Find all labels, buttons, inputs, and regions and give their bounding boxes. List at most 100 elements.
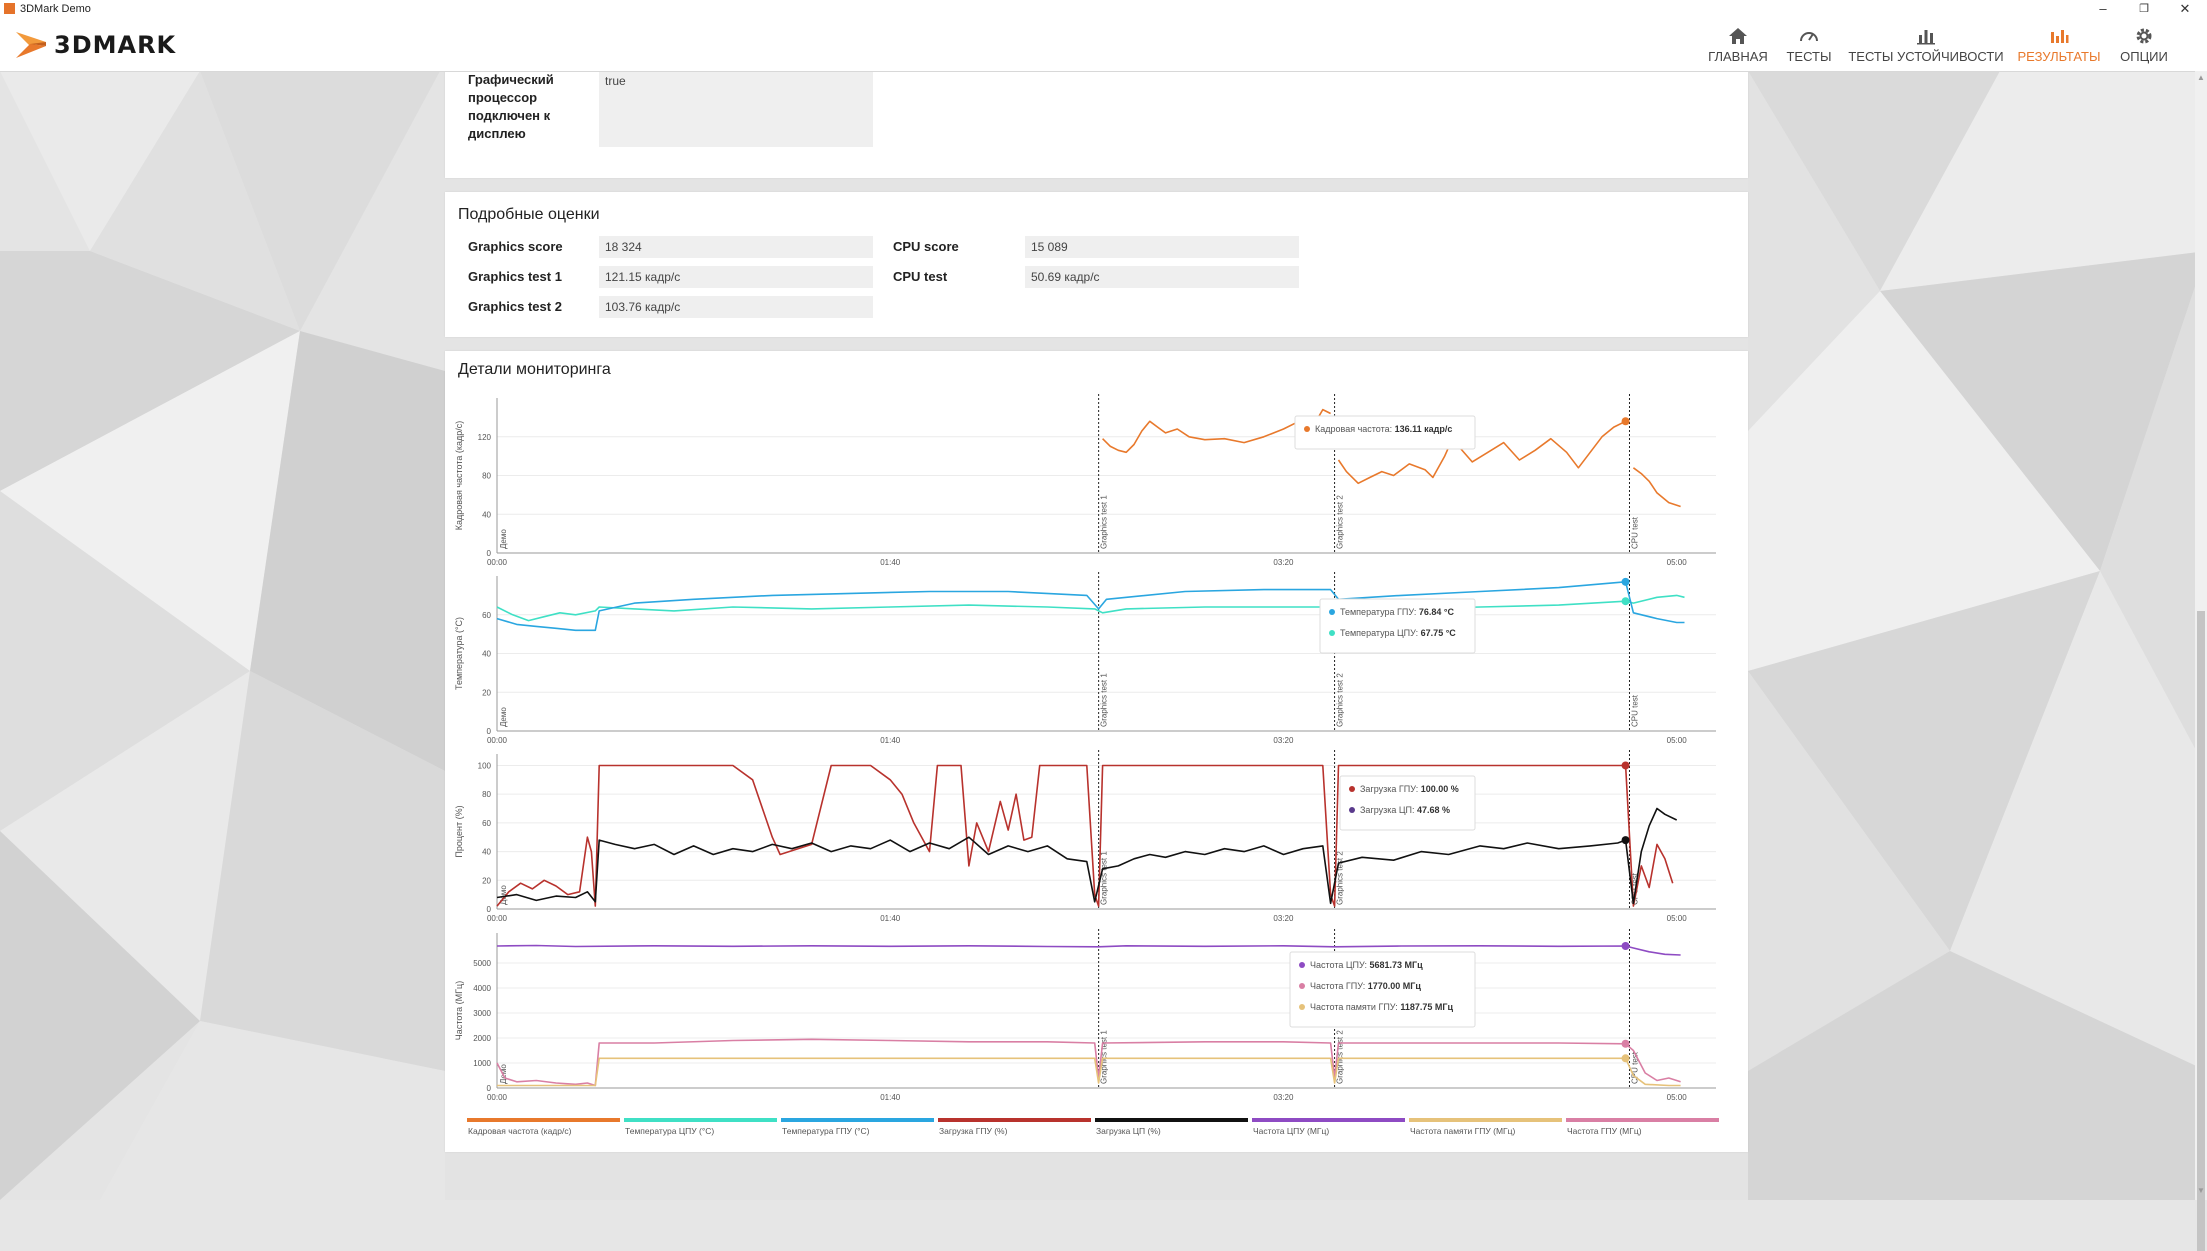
x-tick-label: 05:00 — [1667, 736, 1688, 745]
section-marker-label: Graphics test 1 — [1100, 673, 1109, 727]
cpu-score-value: 15 089 — [1025, 236, 1299, 258]
tooltip-swatch — [1299, 983, 1305, 989]
y-tick-label: 40 — [482, 650, 491, 659]
tooltip-value: 76.84 °C — [1419, 607, 1455, 617]
tooltip-swatch — [1299, 962, 1305, 968]
chart-panel-2: 0 20 40 60 80 100 00:00 01:40 03:20 05:00 Процент … — [454, 750, 1716, 923]
scores-panel: Подробные оценки Graphics score 18 324 G… — [445, 192, 1748, 337]
series-line — [1337, 420, 1626, 485]
legend-swatch — [624, 1118, 777, 1122]
home-icon — [1729, 28, 1747, 44]
y-tick-label: 0 — [487, 727, 492, 736]
legend-swatch — [1566, 1118, 1719, 1122]
nav-home[interactable]: ГЛАВНАЯ — [1706, 19, 1770, 71]
section-marker-label: Graphics test 1 — [1100, 1030, 1109, 1084]
close-button[interactable]: ✕ — [2179, 1, 2191, 16]
vertical-scrollbar[interactable]: ▲ ▼ — [2195, 71, 2207, 1251]
scroll-up-arrow[interactable]: ▲ — [2197, 73, 2205, 82]
tooltip-text: Частота ЦПУ: 5681.73 МГц — [1310, 960, 1423, 970]
y-tick-label: 3000 — [473, 1009, 491, 1018]
tooltip-value: 136.11 кадр/с — [1395, 424, 1453, 434]
cpu-score-label: CPU score — [893, 239, 959, 254]
section-marker-label: Демо — [499, 885, 508, 905]
tooltip-label: Загрузка ГПУ: — [1360, 784, 1421, 794]
scroll-down-arrow[interactable]: ▼ — [2197, 1186, 2205, 1195]
x-tick-label: 00:00 — [487, 736, 508, 745]
y-tick-label: 40 — [482, 510, 491, 519]
y-axis-label: Кадровая частота (кадр/с) — [454, 421, 464, 531]
tooltip — [1294, 415, 1476, 450]
y-tick-label: 80 — [482, 790, 491, 799]
minimize-button[interactable]: – — [2099, 1, 2107, 16]
tooltip-label: Кадровая частота: — [1315, 424, 1395, 434]
x-tick-label: 00:00 — [487, 1093, 508, 1102]
tooltip-text: Частота памяти ГПУ: 1187.75 МГц — [1310, 1002, 1453, 1012]
y-tick-label: 40 — [482, 848, 491, 857]
tooltip-value: 100.00 % — [1421, 784, 1459, 794]
tooltip-label: Частота ЦПУ: — [1310, 960, 1370, 970]
legend-swatch — [1409, 1118, 1562, 1122]
series-line — [496, 1038, 1681, 1087]
series-line — [496, 764, 1674, 907]
graphics-test-2-value: 103.76 кадр/с — [599, 296, 873, 318]
cpu-test-label: CPU test — [893, 269, 948, 284]
legend-swatch — [938, 1118, 1091, 1122]
hover-point — [1621, 836, 1630, 845]
section-marker-label: Graphics test 1 — [1100, 495, 1109, 549]
window-title: 3DMark Demo — [20, 3, 91, 15]
nav-tests[interactable]: ТЕСТЫ — [1781, 19, 1837, 71]
y-tick-label: 5000 — [473, 959, 491, 968]
monitoring-panel: Детали мониторинга — [445, 351, 1748, 1152]
tooltip-swatch — [1329, 630, 1335, 636]
x-tick-label: 01:40 — [880, 558, 901, 567]
x-tick-label: 03:20 — [1273, 914, 1294, 923]
section-marker-label: Graphics test 2 — [1336, 1030, 1345, 1084]
x-tick-label: 00:00 — [487, 914, 508, 923]
bar-chart-icon — [1917, 30, 1935, 45]
app-header: 3DMARK ГЛАВНАЯ ТЕСТЫ ТЕСТЫ УСТОЙЧИВОСТИ … — [0, 19, 2207, 72]
section-marker-label: Graphics test 2 — [1336, 495, 1345, 549]
series-line — [496, 944, 1681, 956]
restore-button[interactable]: ❐ — [2139, 3, 2149, 15]
tooltip — [1339, 775, 1476, 831]
y-tick-label: 60 — [482, 611, 491, 620]
y-tick-label: 100 — [478, 761, 492, 770]
x-tick-label: 05:00 — [1667, 1093, 1688, 1102]
tooltip-text: Температура ГПУ: 76.84 °C — [1340, 607, 1454, 617]
gauge-icon — [1800, 32, 1818, 42]
tooltip-value: 5681.73 МГц — [1370, 960, 1424, 970]
y-tick-label: 120 — [478, 433, 492, 442]
hover-point — [1621, 597, 1630, 606]
tooltip-text: Кадровая частота: 136.11 кадр/с — [1315, 424, 1452, 434]
y-tick-label: 1000 — [473, 1059, 491, 1068]
graphics-score-value: 18 324 — [599, 236, 873, 258]
y-tick-label: 80 — [482, 472, 491, 481]
nav-label: РЕЗУЛЬТАТЫ — [2017, 49, 2101, 64]
x-tick-label: 01:40 — [880, 1093, 901, 1102]
legend-swatch — [1252, 1118, 1405, 1122]
tooltip-value: 1187.75 МГц — [1400, 1002, 1453, 1012]
section-marker-label: CPU test — [1630, 694, 1639, 727]
tooltip-text: Температура ЦПУ: 67.75 °C — [1340, 628, 1456, 638]
y-tick-label: 0 — [487, 549, 492, 558]
x-tick-label: 05:00 — [1667, 914, 1688, 923]
tooltip-label: Загрузка ЦП: — [1360, 805, 1417, 815]
legend-swatch — [467, 1118, 620, 1122]
y-tick-label: 20 — [482, 876, 491, 885]
scrollbar-thumb[interactable] — [2197, 611, 2205, 1251]
logo[interactable]: 3DMARK — [16, 28, 176, 62]
hover-point — [1621, 942, 1630, 950]
cpu-test-value: 50.69 кадр/с — [1025, 266, 1299, 288]
hover-point — [1621, 761, 1630, 770]
legend-label: Загрузка ГПУ (%) — [939, 1126, 1008, 1136]
nav-stress-tests[interactable]: ТЕСТЫ УСТОЙЧИВОСТИ — [1848, 19, 2004, 71]
gear-icon — [2136, 28, 2152, 44]
nav-options[interactable]: ОПЦИИ — [2114, 19, 2174, 71]
nav-results[interactable]: РЕЗУЛЬТАТЫ — [2015, 19, 2103, 71]
scores-title: Подробные оценки — [458, 206, 600, 223]
series-line — [496, 594, 1685, 622]
chart-panel-1: 0 20 40 60 00:00 01:40 03:20 05:00 Температура (… — [454, 572, 1716, 745]
section-marker-label: Демо — [499, 529, 508, 549]
tooltip-value: 47.68 % — [1417, 805, 1450, 815]
nav-label: ТЕСТЫ УСТОЙЧИВОСТИ — [1848, 49, 2004, 64]
